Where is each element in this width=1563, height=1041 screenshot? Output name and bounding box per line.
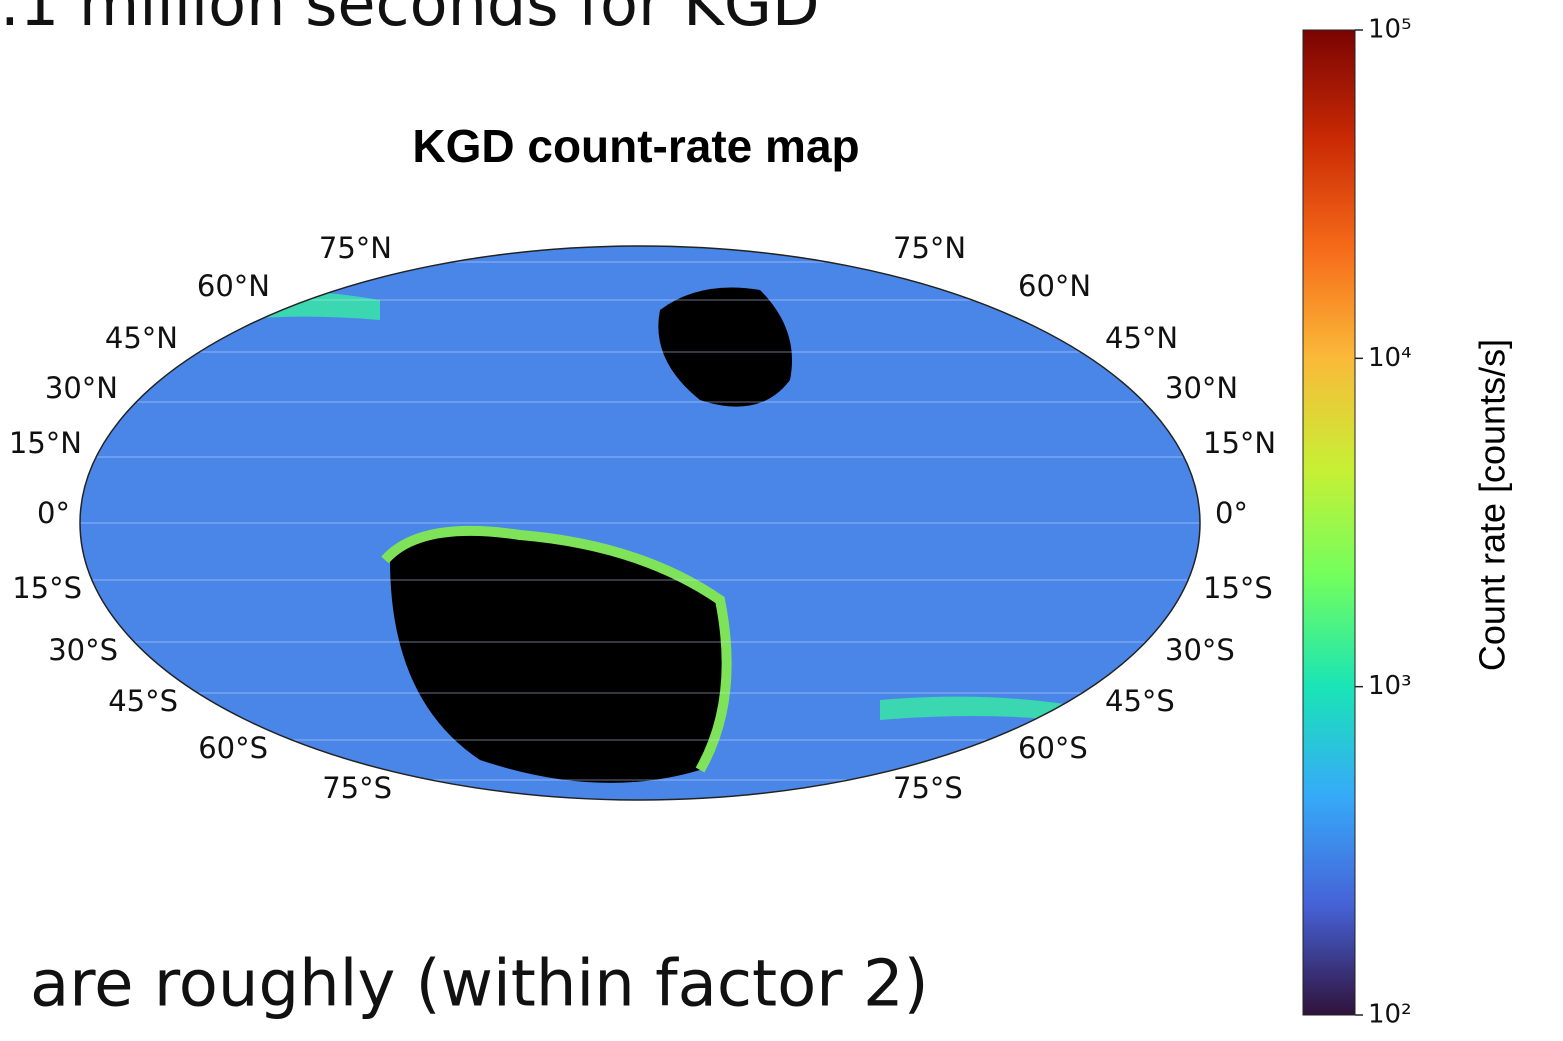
lat-label: 30°N	[45, 371, 118, 405]
lat-label: 15°N	[9, 426, 82, 460]
lat-label: 60°N	[197, 269, 270, 303]
map-title: KGD count-rate map	[412, 120, 859, 172]
colorbar-tick-label: 10³	[1368, 671, 1412, 701]
lat-label: 15°N	[1203, 426, 1276, 460]
lat-label: 15°S	[1203, 571, 1273, 605]
colorbar-tick-label: 10²	[1368, 1000, 1412, 1030]
lat-label: 15°S	[12, 571, 82, 605]
lat-label: 45°S	[1105, 684, 1175, 718]
lat-label: 75°N	[893, 231, 966, 265]
lat-label: 30°S	[1165, 633, 1235, 667]
lat-label: 0°	[37, 496, 70, 530]
lat-label: 30°N	[1165, 371, 1238, 405]
lat-label: 75°S	[893, 771, 963, 805]
colorbar-tick-label: 10⁵	[1368, 15, 1412, 45]
colorbar-tick-label: 10⁴	[1368, 343, 1412, 373]
lat-label: 0°	[1215, 496, 1248, 530]
slide-text: .1 million seconds for KGD	[0, 0, 820, 40]
slide: .1 million seconds for KGD are roughly (…	[0, 0, 1563, 1037]
lat-label: 45°N	[1105, 321, 1178, 355]
lat-label: 60°N	[1018, 269, 1091, 303]
colorbar-label: Count rate [counts/s]	[1472, 339, 1513, 671]
lat-label: 60°S	[198, 731, 268, 765]
slide-text: are roughly (within factor 2)	[30, 948, 929, 1022]
lat-label: 30°S	[48, 633, 118, 667]
lat-label: 75°S	[322, 771, 392, 805]
lat-label: 45°S	[108, 684, 178, 718]
lat-label: 60°S	[1018, 731, 1088, 765]
lat-label: 45°N	[105, 321, 178, 355]
lat-label: 75°N	[319, 231, 392, 265]
colorbar	[1303, 30, 1355, 1015]
